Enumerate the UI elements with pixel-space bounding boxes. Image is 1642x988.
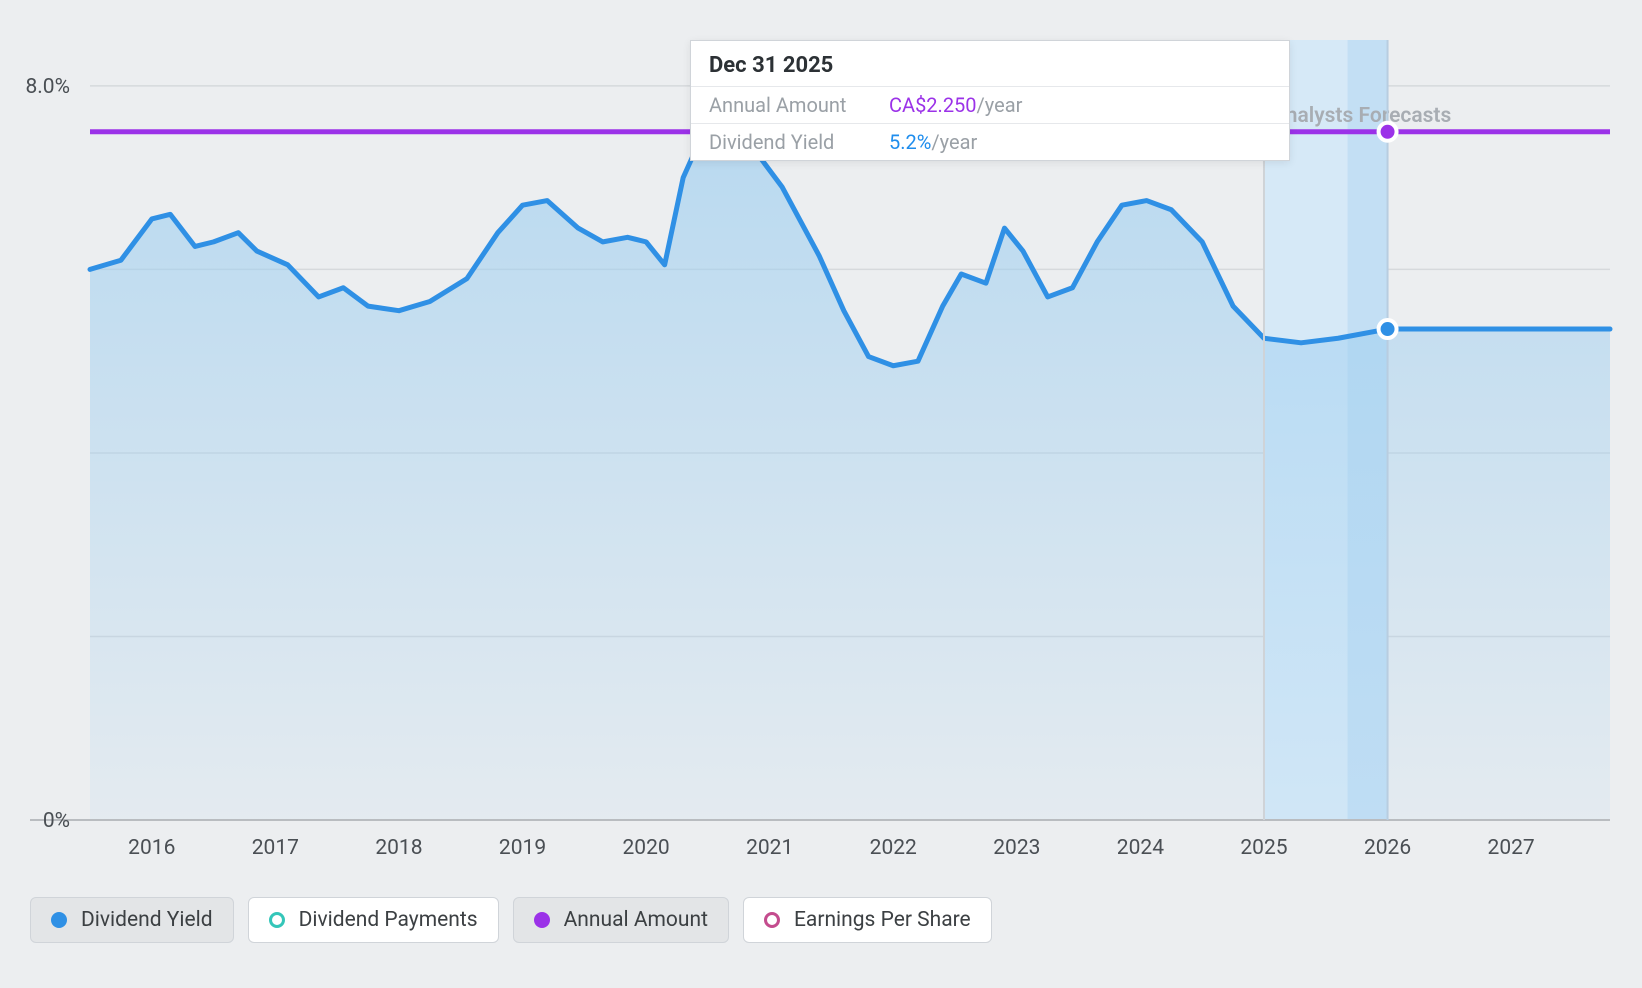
svg-text:2017: 2017: [252, 836, 299, 860]
legend-swatch: [51, 912, 67, 928]
tooltip-row: Annual AmountCA$2.250/year: [691, 86, 1289, 123]
legend-item-earnings-per-share[interactable]: Earnings Per Share: [743, 897, 992, 943]
svg-text:2024: 2024: [1117, 836, 1164, 860]
tooltip-row: Dividend Yield5.2%/year: [691, 123, 1289, 160]
svg-text:2025: 2025: [1240, 836, 1287, 860]
chart-legend: Dividend Yield Dividend Payments Annual Am…: [30, 897, 992, 943]
legend-label: Dividend Payments: [299, 908, 478, 932]
legend-label: Dividend Yield: [81, 908, 213, 932]
legend-swatch: [269, 912, 285, 928]
svg-text:2027: 2027: [1488, 836, 1535, 860]
svg-text:0%: 0%: [43, 809, 70, 833]
svg-text:2026: 2026: [1364, 836, 1411, 860]
svg-text:8.0%: 8.0%: [25, 75, 70, 99]
tooltip-date: Dec 31 2025: [691, 41, 1289, 86]
svg-text:2016: 2016: [128, 836, 175, 860]
tooltip-row-label: Annual Amount: [709, 93, 889, 117]
svg-text:Analysts Forecasts: Analysts Forecasts: [1272, 104, 1451, 128]
dividend-chart: PastAnalysts Forecasts0%8.0%201620172018…: [0, 0, 1642, 988]
legend-label: Annual Amount: [564, 908, 708, 932]
tooltip-row-value: CA$2.250/year: [889, 93, 1022, 117]
chart-tooltip: Dec 31 2025 Annual AmountCA$2.250/yearDi…: [690, 40, 1290, 161]
legend-label: Earnings Per Share: [794, 908, 971, 932]
svg-text:2023: 2023: [993, 836, 1040, 860]
svg-text:2018: 2018: [375, 836, 422, 860]
legend-swatch: [534, 912, 550, 928]
svg-text:2020: 2020: [622, 836, 669, 860]
tooltip-row-label: Dividend Yield: [709, 130, 889, 154]
svg-text:2021: 2021: [746, 836, 793, 860]
legend-item-annual-amount[interactable]: Annual Amount: [513, 897, 729, 943]
legend-item-dividend-payments[interactable]: Dividend Payments: [248, 897, 499, 943]
legend-swatch: [764, 912, 780, 928]
tooltip-row-value: 5.2%/year: [889, 130, 977, 154]
svg-text:2019: 2019: [499, 836, 546, 860]
svg-text:2022: 2022: [870, 836, 917, 860]
legend-item-dividend-yield[interactable]: Dividend Yield: [30, 897, 234, 943]
